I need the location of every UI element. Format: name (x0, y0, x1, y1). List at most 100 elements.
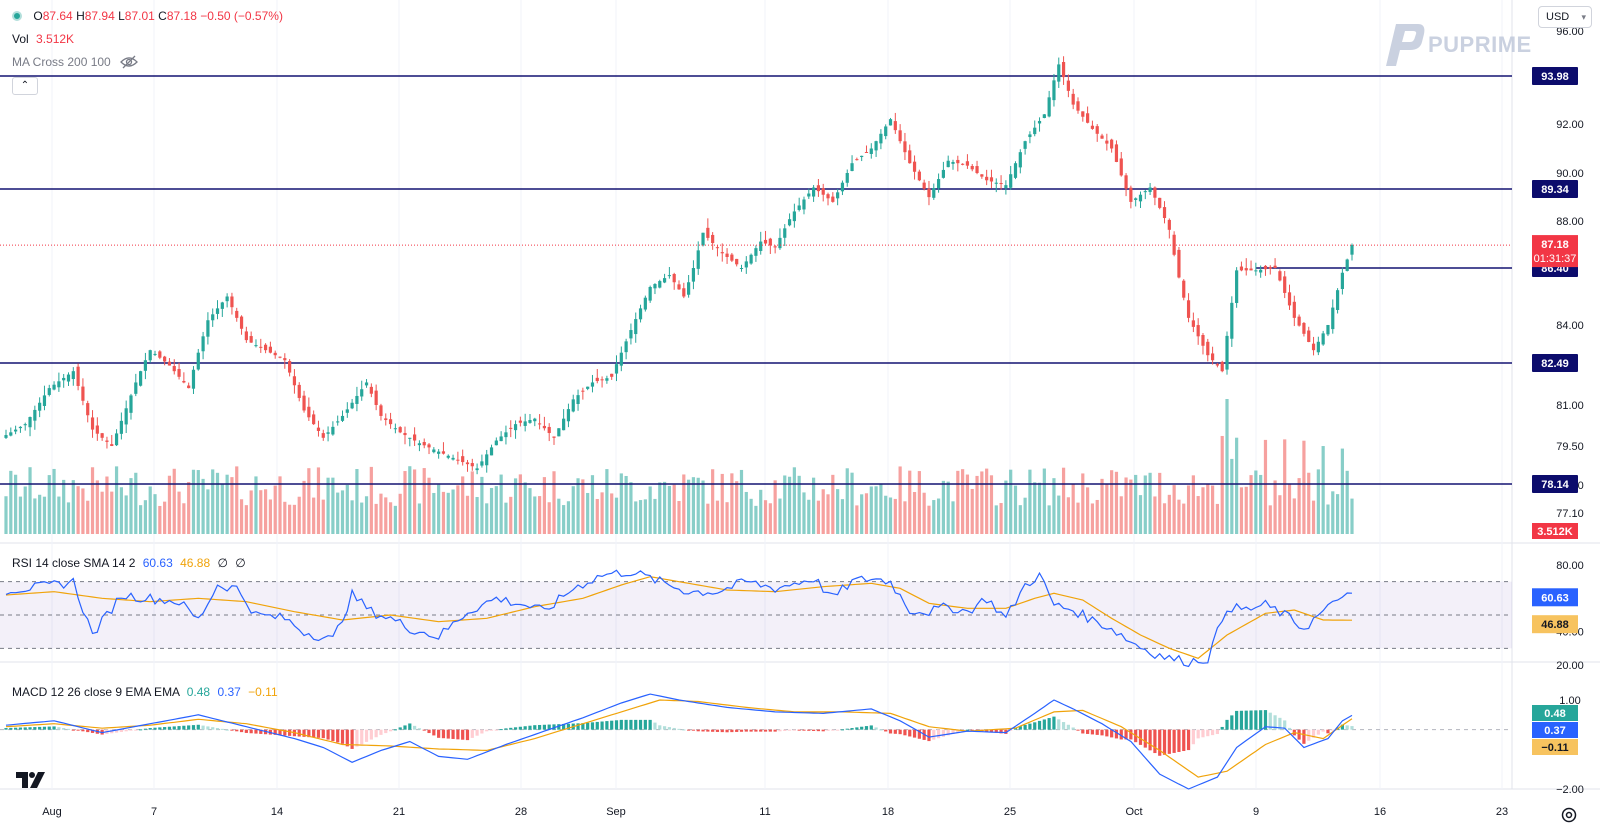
macd-legend[interactable]: MACD 12 26 close 9 EMA EMA 0.48 0.37 −0.… (12, 684, 278, 700)
macd-histogram-bar (542, 724, 546, 730)
candle-body (480, 461, 484, 466)
macd-histogram-bar (201, 725, 205, 730)
volume-bar (263, 489, 268, 534)
volume-bar (1230, 458, 1234, 534)
macd-histogram-bar (86, 729, 90, 733)
candle-body (1033, 127, 1037, 135)
ma-cross-label: MA Cross 200 100 (12, 55, 111, 69)
candle-body (215, 308, 220, 314)
candle-body (302, 395, 306, 411)
candle-body (62, 377, 66, 381)
candle-body (23, 424, 27, 426)
candle-body (884, 126, 888, 137)
macd-histogram-bar (1129, 729, 1133, 740)
candle-body (605, 378, 609, 381)
macd-histogram-bar (836, 729, 840, 731)
candle-body (836, 192, 840, 199)
macd-histogram-bar (672, 727, 676, 730)
macd-histogram-bar (1210, 729, 1215, 736)
macd-histogram-bar (783, 729, 787, 731)
candle-body (1071, 93, 1075, 105)
candle-body (153, 353, 157, 355)
collapse-legend-button[interactable]: ⌃ (12, 77, 38, 95)
volume-bar (682, 474, 686, 534)
candle-body (470, 463, 474, 467)
macd-histogram-bar (47, 726, 51, 730)
volume-bar (1033, 482, 1037, 534)
candle-body (821, 188, 825, 195)
volume-bar (980, 471, 984, 534)
volume-bar (1321, 446, 1325, 534)
volume-bar (259, 490, 263, 534)
macd-histogram-bar (220, 728, 224, 730)
macd-histogram-bar (124, 729, 128, 732)
volume-bar (619, 473, 623, 534)
candle-body (720, 252, 724, 254)
low-value: 87.01 (124, 9, 155, 23)
candle-body (1124, 175, 1128, 189)
rsi-legend[interactable]: RSI 14 close SMA 14 2 60.63 46.88 ∅ ∅ (12, 555, 246, 571)
macd-histogram-bar (706, 729, 710, 732)
volume-bar (1090, 503, 1095, 534)
volume-bar (634, 501, 638, 534)
candle-body (576, 395, 580, 405)
axes: Aug 7 14 21 28 Sep 11 18 25 Oct 9 16 23 96.00 92.00 90.… (42, 26, 1584, 818)
candle-body (975, 166, 979, 173)
volume-bar (119, 487, 123, 534)
candle-body (167, 361, 172, 366)
eye-hidden-icon[interactable] (120, 55, 138, 73)
signal-value: −0.11 (248, 685, 278, 699)
candle-body (812, 187, 816, 197)
volume-bar (465, 495, 470, 534)
candle-body (307, 406, 311, 418)
y-tick-label: 77.10 (1556, 508, 1584, 520)
volume-bar (23, 486, 27, 534)
macd-histogram-bar (4, 728, 8, 730)
brand-watermark: PUPRIME (1376, 20, 1536, 70)
candle-body (47, 388, 51, 395)
candle-body (696, 250, 700, 269)
macd-pane (0, 693, 1512, 790)
volume-bar (1095, 499, 1099, 534)
volume-bar (379, 493, 383, 534)
macd-histogram-bar (312, 729, 316, 738)
candle-body (677, 284, 681, 290)
volume-bar (840, 499, 845, 534)
candle-body (446, 455, 450, 458)
macd-histogram-bar (879, 729, 883, 731)
candle-body (494, 440, 498, 446)
volume-bar (730, 473, 734, 534)
tradingview-logo-icon[interactable] (16, 770, 46, 790)
ma-cross-legend[interactable]: MA Cross 200 100 (12, 54, 138, 73)
currency-select[interactable]: USD ▾ (1538, 6, 1592, 28)
candle-body (1119, 158, 1123, 176)
volume-bar (158, 505, 162, 534)
candle-body (1090, 125, 1095, 129)
macd-histogram-bar (860, 726, 864, 730)
volume-bar (1239, 487, 1244, 534)
volume-bar (38, 494, 42, 534)
candle-body (393, 428, 397, 430)
candle-body (288, 361, 292, 373)
volume-bar (643, 499, 647, 534)
volume-bar (912, 492, 917, 534)
volume-bar (4, 496, 8, 534)
brand-logo-icon (1386, 24, 1425, 66)
volume-bar (691, 477, 696, 534)
currency-value: USD (1546, 11, 1570, 23)
macd-histogram-bar (278, 729, 282, 736)
settings-gear-icon[interactable] (1560, 806, 1578, 824)
macd-histogram-bar (802, 729, 806, 731)
macd-histogram-bar (759, 729, 763, 732)
macd-histogram-bar (134, 729, 138, 731)
volume-bar (581, 479, 585, 534)
candle-body (1268, 266, 1272, 269)
candle-body (610, 373, 614, 377)
volume-legend[interactable]: Vol 3.512K (12, 31, 74, 47)
macd-histogram-bar (119, 729, 123, 732)
support-resistance-levels[interactable] (0, 75, 1512, 485)
volume-bar (1148, 472, 1152, 534)
macd-histogram-bar (403, 725, 407, 730)
candle-body (749, 254, 753, 264)
